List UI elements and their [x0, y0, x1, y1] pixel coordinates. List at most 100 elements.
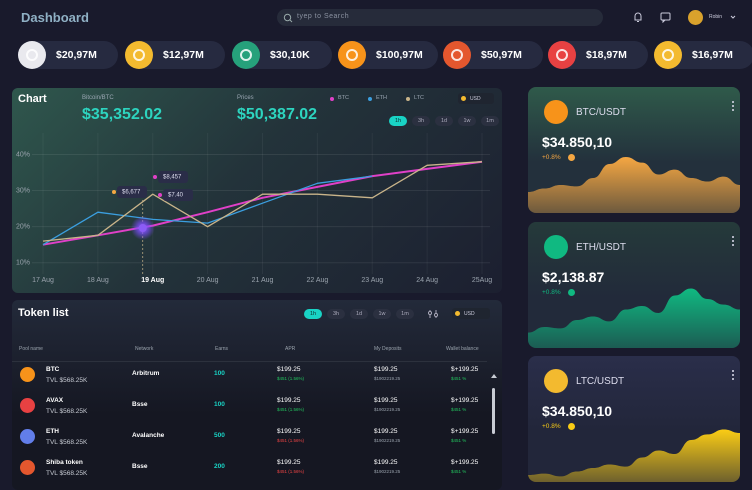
token-icon — [20, 429, 35, 444]
earns: 200 — [214, 463, 225, 470]
menu-dot — [732, 236, 734, 238]
card-pair: ETH/USDT — [576, 242, 626, 253]
apr-sub: $451 (1.56%) — [277, 438, 305, 443]
earns: 500 — [214, 432, 225, 439]
ticker[interactable]: $50,97M — [443, 41, 543, 69]
currency-icon — [461, 96, 466, 101]
currency-label: USD — [470, 96, 481, 102]
line-series — [42, 175, 373, 246]
filter-icon[interactable] — [426, 308, 440, 320]
apr-sub: $451 (1.56%) — [277, 376, 305, 381]
range-button[interactable]: 3h — [327, 309, 345, 319]
card-change: +0.8% — [542, 289, 561, 296]
table-row[interactable]: AVAX TVL $568.25K Bsse 100 $199.25 $451 (1.56… — [12, 397, 487, 425]
balance: $+199.25 — [451, 366, 479, 373]
card-price: $2,138.87 — [542, 269, 605, 285]
area-series — [528, 157, 740, 213]
network: Avalanche — [132, 432, 165, 439]
user-menu-chevron[interactable] — [730, 15, 736, 20]
area-series — [528, 288, 740, 348]
page-title: Dashboard — [21, 10, 89, 25]
token-name: AVAX — [46, 397, 64, 404]
token-tvl: TVL $568.25K — [46, 470, 88, 477]
card-change: +0.8% — [542, 154, 561, 161]
column-header: Wallet balance — [446, 346, 479, 352]
range-button[interactable]: 1d — [350, 309, 368, 319]
currency-select[interactable]: USD — [458, 93, 494, 104]
apr-sub: $451 (1.56%) — [277, 469, 305, 474]
price-card[interactable]: LTC/USDT $34.850,10 +0.8% — [528, 356, 740, 482]
earns: 100 — [214, 370, 225, 377]
deposits-sub: $1902219.25 — [374, 407, 401, 412]
y-tick-label: 10% — [16, 260, 30, 267]
scroll-up[interactable] — [490, 373, 498, 379]
deposits: $199.25 — [374, 428, 398, 435]
legend-dot — [406, 97, 410, 101]
x-tick-label: 20 Aug — [197, 277, 219, 284]
focus-dot — [138, 224, 147, 232]
coin-icon — [654, 41, 682, 69]
range-button[interactable]: 1h — [304, 309, 322, 319]
pair-label[interactable]: Bitcoin/BTC — [82, 95, 114, 101]
table-row[interactable]: ETH TVL $568.25K Avalanche 500 $199.25 $451 (… — [12, 428, 487, 456]
card-price: $34.850,10 — [542, 403, 613, 419]
ticker[interactable]: $20,97M — [18, 41, 118, 69]
card-pair: BTC/USDT — [576, 107, 626, 118]
search-icon — [283, 13, 293, 23]
deposits-sub: $1902219.25 — [374, 469, 401, 474]
ticker[interactable]: $30,10K — [232, 41, 332, 69]
coin-icon — [544, 100, 568, 124]
scrollbar[interactable] — [492, 388, 495, 434]
apr-sub: $451 (1.56%) — [277, 407, 305, 412]
annotation-box — [117, 186, 147, 198]
range-button[interactable]: 1h — [389, 116, 407, 126]
table-row[interactable]: Shiba token TVL $568.25K Bsse 200 $199.25 $45… — [12, 459, 487, 487]
deposits-sub: $1902219.25 — [374, 376, 401, 381]
range-button[interactable]: 1m — [481, 116, 499, 126]
x-tick-label: 25Aug — [472, 277, 492, 284]
x-tick-label: 22 Aug — [306, 277, 328, 284]
coin-icon — [18, 41, 46, 69]
range-button[interactable]: 1w — [458, 116, 476, 126]
menu-dot — [732, 105, 734, 107]
column-header: My Deposits — [374, 346, 402, 352]
legend-label: LTC — [414, 95, 424, 101]
legend-dot — [368, 97, 372, 101]
card-price: $34.850,10 — [542, 134, 613, 150]
y-tick-label: 30% — [16, 187, 30, 194]
y-tick-label: 20% — [16, 224, 30, 231]
ticker[interactable]: $12,97M — [125, 41, 225, 69]
ticker-value: $30,10K — [270, 49, 310, 61]
currency-select[interactable]: USD — [452, 308, 490, 319]
price-card[interactable]: BTC/USDT $34.850,10 +0.8% — [528, 87, 740, 213]
range-button[interactable]: 3h — [412, 116, 430, 126]
range-button[interactable]: 1m — [396, 309, 414, 319]
user-name: Robin — [709, 14, 723, 20]
avatar[interactable] — [688, 10, 703, 25]
annotation-box — [163, 189, 193, 201]
search-box[interactable]: tyep to Search — [277, 9, 603, 26]
column-header: Pool name — [19, 346, 43, 352]
card-pair: LTC/USDT — [576, 376, 625, 387]
range-button[interactable]: 1d — [435, 116, 453, 126]
menu-dot — [732, 378, 734, 380]
ticker[interactable]: $100,97M — [338, 41, 438, 69]
menu-dot — [732, 101, 734, 103]
price-card[interactable]: ETH/USDT $2,138.87 +0.8% — [528, 222, 740, 348]
ticker-value: $50,97M — [481, 49, 522, 61]
apr: $199.25 — [277, 397, 301, 404]
change-icon — [568, 154, 575, 161]
balance: $+199.25 — [451, 459, 479, 466]
range-button[interactable]: 1w — [373, 309, 391, 319]
network: Bsse — [132, 463, 148, 470]
token-tvl: TVL $568.25K — [46, 439, 88, 446]
ticker[interactable]: $16,97M — [654, 41, 752, 69]
bell-icon[interactable] — [632, 11, 644, 23]
y-tick-label: 40% — [16, 151, 30, 158]
balance: $+199.25 — [451, 397, 479, 404]
ticker-value: $16,97M — [692, 49, 733, 61]
table-row[interactable]: BTC TVL $568.25K Arbitrum 100 $199.25 $451 (1… — [12, 366, 487, 394]
ticker[interactable]: $18,97M — [548, 41, 648, 69]
token-name: ETH — [46, 428, 59, 435]
chat-icon[interactable] — [660, 12, 672, 23]
